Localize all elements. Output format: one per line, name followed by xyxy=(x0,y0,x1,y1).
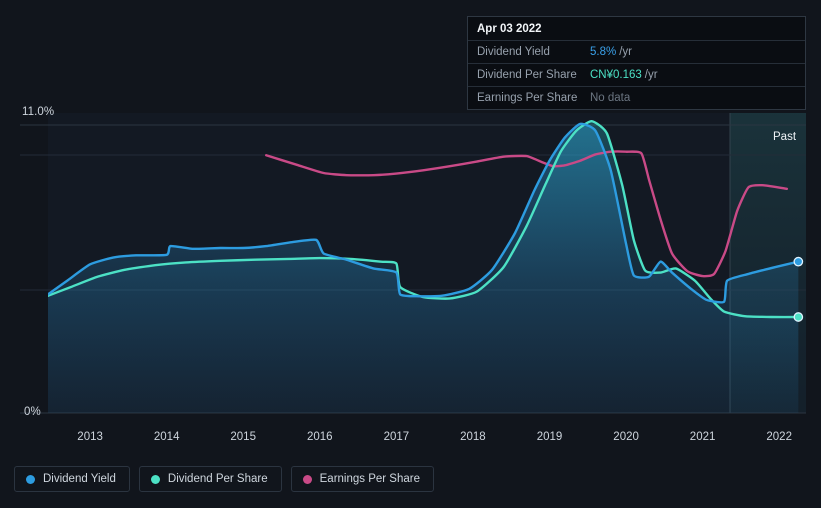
earnings-per-share-line xyxy=(265,150,789,278)
x-axis: 2013 2014 2015 2016 2017 2018 2019 2020 2021 2022 xyxy=(0,431,821,449)
tooltip-row-label: Dividend Per Share xyxy=(477,69,577,81)
chart-plot-area[interactable] xyxy=(0,0,821,460)
tooltip-row-value: CN¥0.163 xyxy=(590,69,642,81)
chart-svg xyxy=(20,113,806,414)
y-axis-min-label: 0% xyxy=(24,406,41,418)
endpoint-marker xyxy=(793,256,804,267)
y-axis-max-label: 11.0% xyxy=(22,106,55,118)
tooltip-row: Earnings Per Share No data xyxy=(468,86,805,109)
x-axis-tick-2019: 2019 xyxy=(536,431,563,443)
endpoint-marker xyxy=(793,312,804,322)
legend-item-label: Dividend Yield xyxy=(43,473,116,485)
tooltip-row: Dividend Per Share CN¥0.163/yr xyxy=(468,63,805,86)
x-axis-tick-2018: 2018 xyxy=(460,431,486,443)
tooltip-row-label: Dividend Yield xyxy=(477,46,550,58)
legend-color-dot-icon xyxy=(150,474,160,484)
x-axis-tick-2017: 2017 xyxy=(383,431,410,443)
tooltip-date: Apr 03 2022 xyxy=(477,23,542,35)
dividend-per-share-line xyxy=(48,119,800,319)
chart-legend[interactable]: Dividend Yield Dividend Per Share Earnings… xyxy=(14,466,434,492)
dividend-per-share-area xyxy=(48,121,799,413)
legend-item-label: Earnings Per Share xyxy=(319,473,420,485)
x-axis-tick-2016: 2016 xyxy=(307,431,333,443)
x-axis-tick-2020: 2020 xyxy=(613,431,639,443)
tooltip-row: Dividend Yield 5.8%/yr xyxy=(468,40,805,63)
dividend-yield-line xyxy=(48,122,800,304)
legend-item-dividend-per-share[interactable]: Dividend Per Share xyxy=(138,466,282,492)
series-endpoint-markers xyxy=(793,256,804,322)
x-axis-tick-2022: 2022 xyxy=(766,431,792,443)
x-axis-tick-2014: 2014 xyxy=(153,431,180,443)
chart-tooltip: Apr 03 2022 Dividend Yield 5.8%/yr Dividen… xyxy=(467,16,806,110)
tooltip-row-value: No data xyxy=(590,92,631,104)
legend-item-label: Dividend Per Share xyxy=(167,473,268,485)
x-axis-tick-2013: 2013 xyxy=(77,431,103,443)
legend-color-dot-icon xyxy=(302,474,312,484)
tooltip-row-value: 5.8% xyxy=(590,46,617,58)
legend-color-dot-icon xyxy=(26,474,35,484)
legend-item-earnings-per-share[interactable]: Earnings Per Share xyxy=(290,466,434,492)
tooltip-row-label: Earnings Per Share xyxy=(477,92,578,104)
x-axis-tick-2015: 2015 xyxy=(230,431,256,443)
past-region-label: Past xyxy=(773,131,797,143)
tooltip-rows: Dividend Yield 5.8%/yr Dividend Per Share C… xyxy=(468,40,805,109)
x-axis-tick-2021: 2021 xyxy=(689,431,716,443)
tooltip-row-unit: /yr xyxy=(619,46,632,58)
tooltip-row-unit: /yr xyxy=(644,69,658,81)
legend-item-dividend-yield[interactable]: Dividend Yield xyxy=(14,466,130,492)
